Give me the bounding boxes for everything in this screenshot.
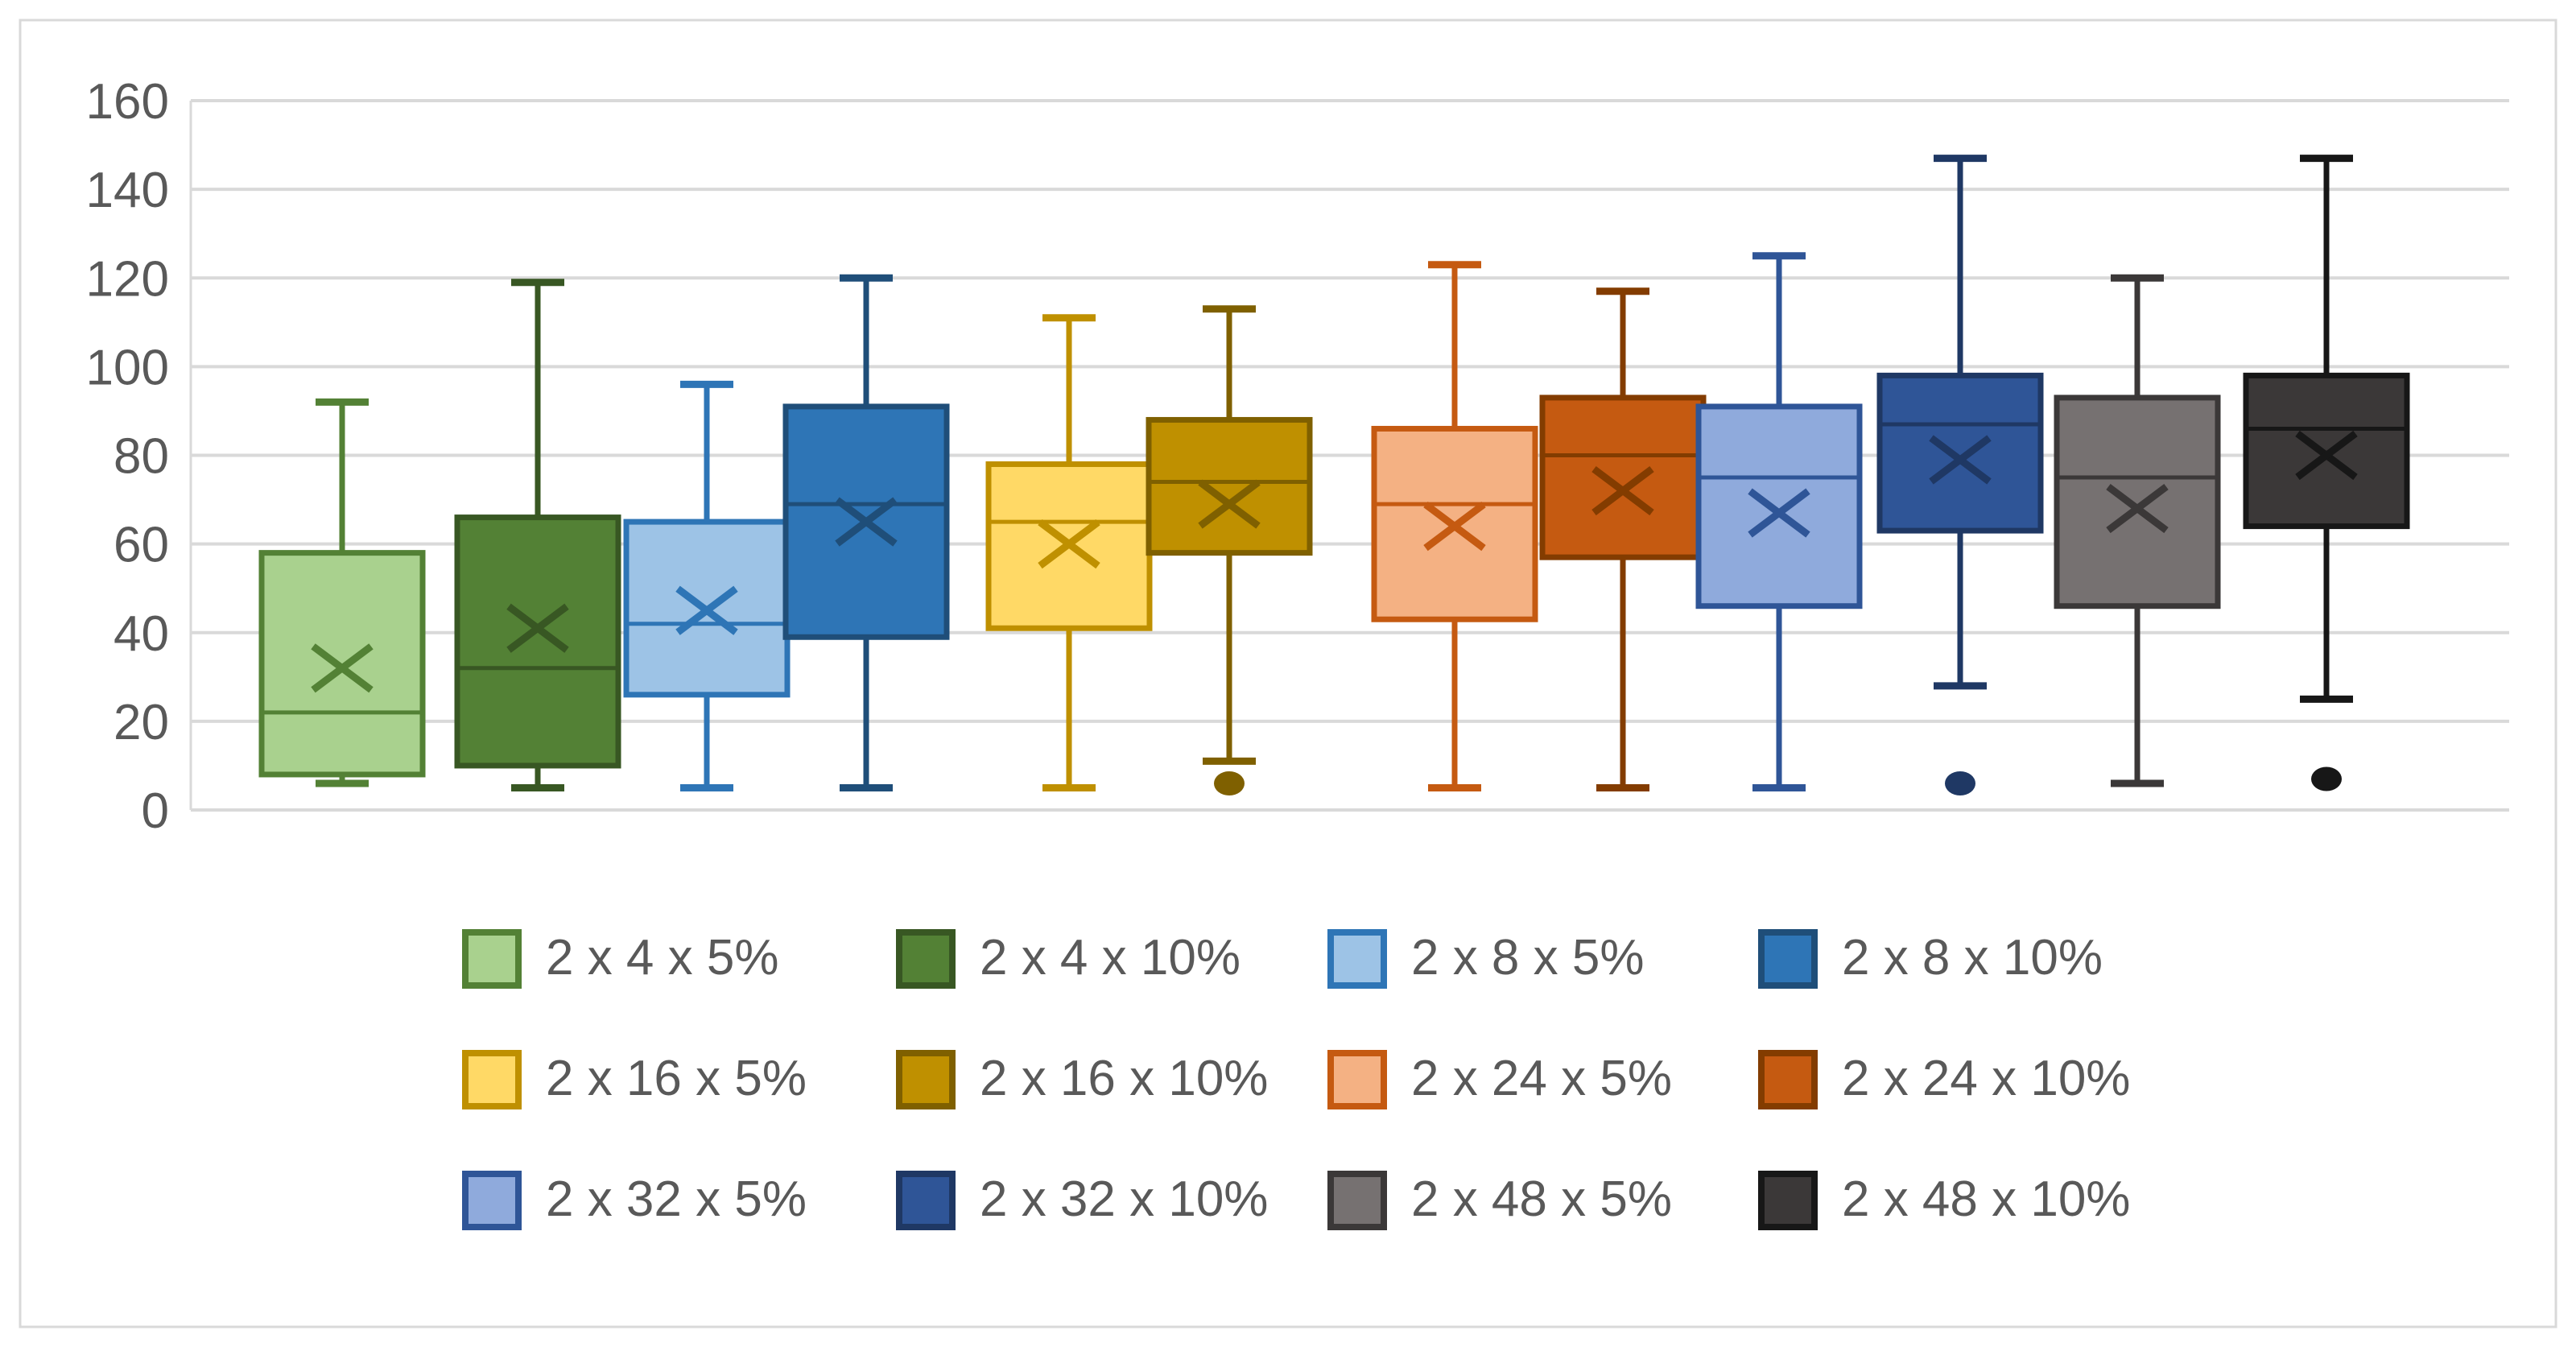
legend-label: 2 x 48 x 5% [1411,1171,1672,1227]
box-series-2x48x5[interactable] [2054,274,2221,787]
y-axis-label: 100 [86,340,169,395]
mean-x-marker [2295,430,2358,481]
legend-label: 2 x 4 x 10% [980,930,1241,985]
legend-label: 2 x 8 x 5% [1411,930,1644,985]
legend-item-2x48x5[interactable]: 2 x 48 x 5% [1327,1171,1672,1230]
outlier-point [2311,766,2342,791]
y-axis-label-group: 0 20 40 60 80 100 120 140 160 [86,74,169,839]
legend-item-2x32x10[interactable]: 2 x 32 x 10% [896,1171,1268,1230]
legend-label: 2 x 32 x 5% [546,1171,807,1227]
legend-swatch [1327,929,1387,989]
legend-item-2x8x10[interactable]: 2 x 8 x 10% [1758,929,2103,989]
box-series-group [258,155,2410,795]
y-axis-label: 120 [86,251,169,307]
box-series-2x48x10[interactable] [2243,155,2410,791]
box-series-2x16x5[interactable] [985,314,1153,791]
box-iqr[interactable] [985,461,1153,631]
legend-swatch [462,1050,522,1109]
mean-x-marker [2106,483,2169,534]
box-series-2x4x10[interactable] [454,279,621,791]
box-series-2x8x10[interactable] [782,274,950,791]
legend-item-2x24x5[interactable]: 2 x 24 x 5% [1327,1050,1672,1109]
legend-label: 2 x 16 x 5% [546,1051,807,1106]
legend-label: 2 x 48 x 10% [1842,1171,2130,1227]
outlier-point [1214,771,1245,795]
outlier-point [1945,771,1975,795]
mean-x-marker [1198,479,1261,529]
box-iqr[interactable] [1876,372,2044,534]
box-iqr[interactable] [1695,403,1863,609]
box-iqr[interactable] [1146,416,1313,556]
box-iqr[interactable] [1539,395,1707,560]
legend-item-2x16x5[interactable]: 2 x 16 x 5% [462,1050,807,1109]
y-axis-label: 160 [86,74,169,130]
box-series-2x4x5[interactable] [258,398,426,787]
box-series-2x32x5[interactable] [1695,252,1863,791]
legend-label: 2 x 24 x 5% [1411,1051,1672,1106]
legend-label: 2 x 24 x 10% [1842,1051,2130,1106]
legend-item-2x48x10[interactable]: 2 x 48 x 10% [1758,1171,2130,1230]
box-iqr[interactable] [454,514,621,769]
legend-item-2x16x10[interactable]: 2 x 16 x 10% [896,1050,1268,1109]
mean-x-marker [311,643,374,693]
box-series-2x24x5[interactable] [1371,261,1538,791]
mean-x-marker [675,585,738,635]
legend-swatch [1758,929,1818,989]
box-series-2x8x5[interactable] [623,380,791,791]
chart-border-group [19,19,2557,1328]
mean-x-marker [1423,501,1486,552]
legend-swatch [1758,1171,1818,1230]
mean-x-marker [506,603,569,653]
y-axis-label: 20 [114,695,169,750]
legend-swatch [462,1171,522,1230]
legend-swatch [462,929,522,989]
mean-x-marker [1038,519,1100,569]
legend-swatch [1758,1050,1818,1109]
y-axis-label: 140 [86,163,169,218]
y-axis-label: 40 [114,606,169,662]
box-iqr[interactable] [2054,395,2221,609]
mean-x-marker [835,497,898,547]
y-axis-label: 60 [114,518,169,573]
mean-x-marker [1929,435,1992,485]
legend-swatch [896,1171,956,1230]
legend-label: 2 x 8 x 10% [1842,930,2103,985]
legend-item-2x4x5[interactable]: 2 x 4 x 5% [462,929,778,989]
mean-x-marker [1748,488,1810,538]
chart-outer-border [19,19,2557,1328]
legend-swatch [1327,1050,1387,1109]
legend-group: 2 x 4 x 5% 2 x 4 x 10% 2 x 8 x 5% 2 x 8 x 1… [462,929,2130,1230]
legend-label: 2 x 4 x 5% [546,930,778,985]
y-axis-label: 0 [142,783,169,839]
box-series-2x16x10[interactable] [1146,305,1313,795]
legend-label: 2 x 32 x 10% [980,1171,1268,1227]
legend-label: 2 x 16 x 10% [980,1051,1268,1106]
legend-swatch [896,1050,956,1109]
box-series-2x32x10[interactable] [1876,155,2044,795]
legend-swatch [896,929,956,989]
legend-swatch [1327,1171,1387,1230]
legend-item-2x24x10[interactable]: 2 x 24 x 10% [1758,1050,2130,1109]
legend-item-2x4x10[interactable]: 2 x 4 x 10% [896,929,1241,989]
legend-item-2x8x5[interactable]: 2 x 8 x 5% [1327,929,1644,989]
legend-item-2x32x5[interactable]: 2 x 32 x 5% [462,1171,807,1230]
y-axis-label: 80 [114,429,169,485]
mean-x-marker [1591,465,1654,516]
